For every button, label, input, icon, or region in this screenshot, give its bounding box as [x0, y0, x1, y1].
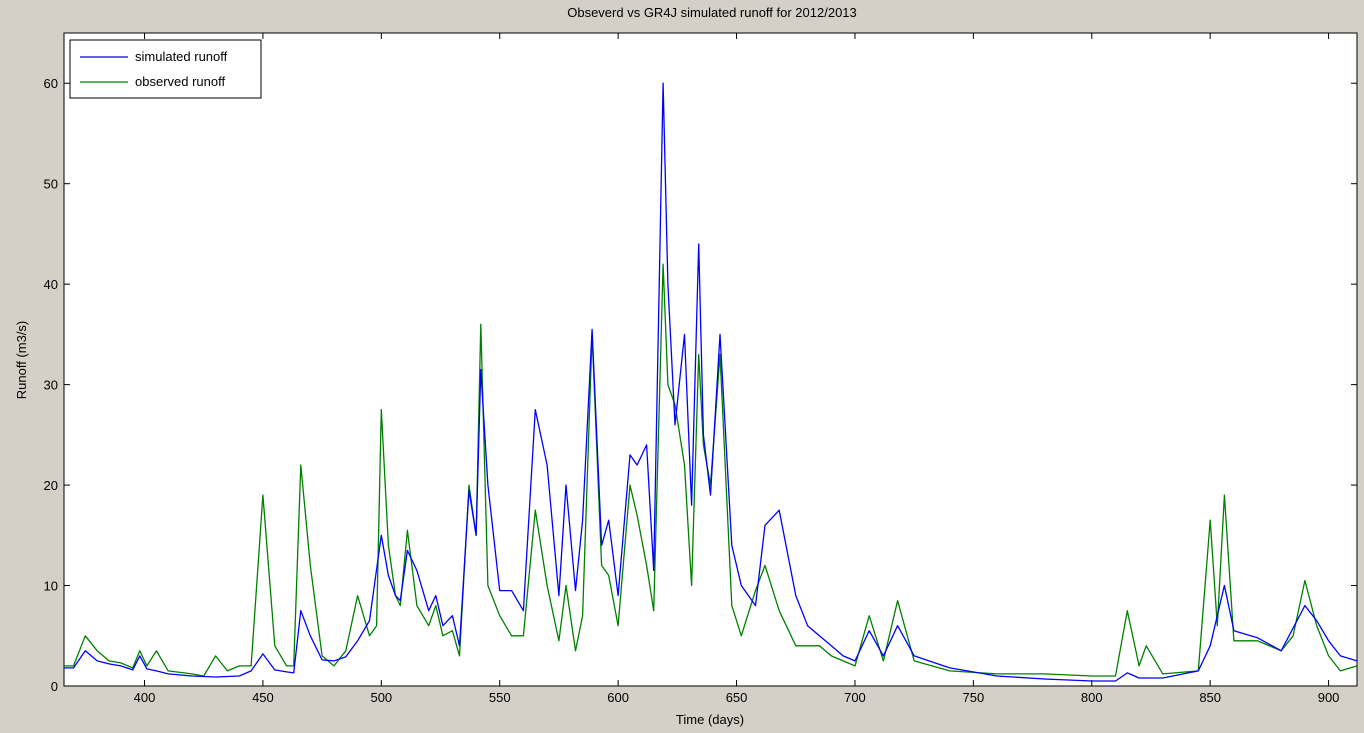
series-line-simulated-runoff — [64, 82, 1358, 682]
y-tick-label: 0 — [51, 679, 58, 694]
y-tick-label: 40 — [44, 277, 58, 292]
x-tick-label: 500 — [370, 690, 392, 705]
x-tick-label: 700 — [844, 690, 866, 705]
legend-label-observed-runoff: observed runoff — [135, 74, 225, 89]
x-axis-ticks: 400 450 500 550 600 650 700 750 800 850 900 — [134, 33, 1340, 705]
x-tick-label: 850 — [1199, 690, 1221, 705]
y-tick-label: 50 — [44, 177, 58, 192]
y-axis-label: Runoff (m3/s) — [14, 321, 29, 400]
x-tick-label: 450 — [252, 690, 274, 705]
x-tick-label: 600 — [607, 690, 629, 705]
legend: simulated runoff observed runoff — [69, 39, 262, 99]
chart-title: Obseverd vs GR4J simulated runoff for 20… — [567, 5, 857, 20]
plot-area — [63, 32, 1358, 687]
x-tick-label: 750 — [963, 690, 985, 705]
series-layer — [64, 82, 1358, 682]
x-tick-label: 650 — [726, 690, 748, 705]
y-tick-label: 10 — [44, 579, 58, 594]
x-tick-label: 550 — [489, 690, 511, 705]
x-tick-label: 900 — [1318, 690, 1340, 705]
y-tick-label: 60 — [44, 76, 58, 91]
legend-box — [69, 39, 262, 99]
y-tick-label: 20 — [44, 478, 58, 493]
x-tick-label: 400 — [134, 690, 156, 705]
x-tick-label: 800 — [1081, 690, 1103, 705]
x-axis-label: Time (days) — [676, 712, 744, 727]
legend-label-simulated-runoff: simulated runoff — [135, 49, 228, 64]
y-axis-ticks: 0 10 20 30 40 50 60 — [44, 76, 1357, 694]
y-tick-label: 30 — [44, 378, 58, 393]
